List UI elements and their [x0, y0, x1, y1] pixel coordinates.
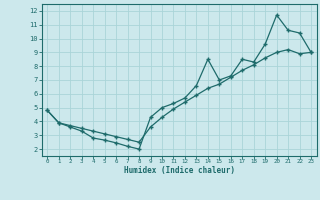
X-axis label: Humidex (Indice chaleur): Humidex (Indice chaleur)	[124, 166, 235, 175]
